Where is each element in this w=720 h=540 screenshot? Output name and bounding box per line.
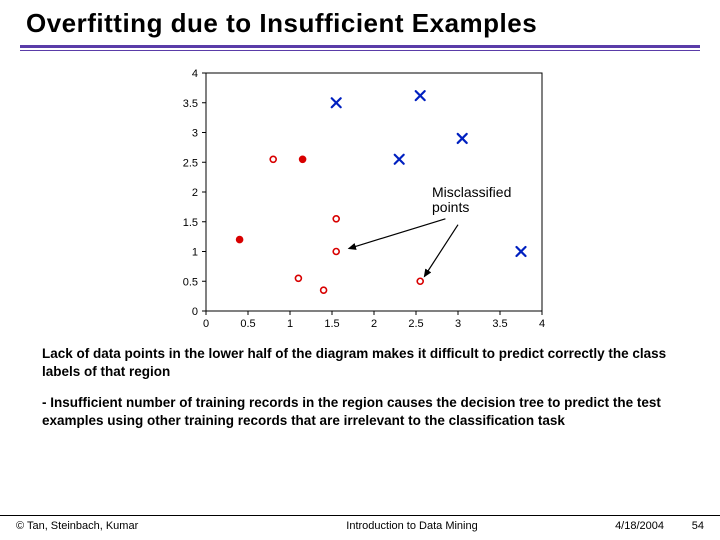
scatter-chart: 0 0.5 1 1.5 2 2.5 3 3.5 4 0 0.5 1 1.5 2 2.5 3 3.5 4 Miscla…: [160, 65, 560, 335]
svg-text:0.5: 0.5: [183, 276, 198, 288]
caption-2: - Insufficient number of training record…: [42, 394, 678, 429]
caption-1: Lack of data points in the lower half of…: [42, 345, 678, 380]
title-rule: [20, 45, 700, 51]
svg-text:2.5: 2.5: [183, 157, 198, 169]
svg-text:0.5: 0.5: [240, 318, 255, 330]
footer-page: 54: [664, 520, 704, 532]
svg-text:4: 4: [539, 318, 545, 330]
svg-text:2.5: 2.5: [408, 318, 423, 330]
page-title: Overfitting due to Insufficient Examples: [20, 8, 700, 39]
svg-text:0: 0: [203, 318, 209, 330]
footer-date: 4/18/2004: [544, 520, 664, 532]
footer: © Tan, Steinbach, Kumar Introduction to …: [0, 515, 720, 532]
svg-text:0: 0: [192, 306, 198, 318]
svg-text:3.5: 3.5: [492, 318, 507, 330]
footer-title: Introduction to Data Mining: [280, 520, 544, 532]
svg-text:3: 3: [455, 318, 461, 330]
svg-text:2: 2: [192, 187, 198, 199]
svg-text:1: 1: [287, 318, 293, 330]
svg-text:2: 2: [371, 318, 377, 330]
svg-text:1: 1: [192, 247, 198, 259]
svg-text:3: 3: [192, 128, 198, 140]
svg-text:1.5: 1.5: [183, 217, 198, 229]
svg-text:3.5: 3.5: [183, 98, 198, 110]
footer-copyright: © Tan, Steinbach, Kumar: [16, 520, 280, 532]
svg-text:1.5: 1.5: [324, 318, 339, 330]
svg-text:4: 4: [192, 68, 198, 80]
annotation-label: Misclassifiedpoints: [432, 185, 511, 214]
